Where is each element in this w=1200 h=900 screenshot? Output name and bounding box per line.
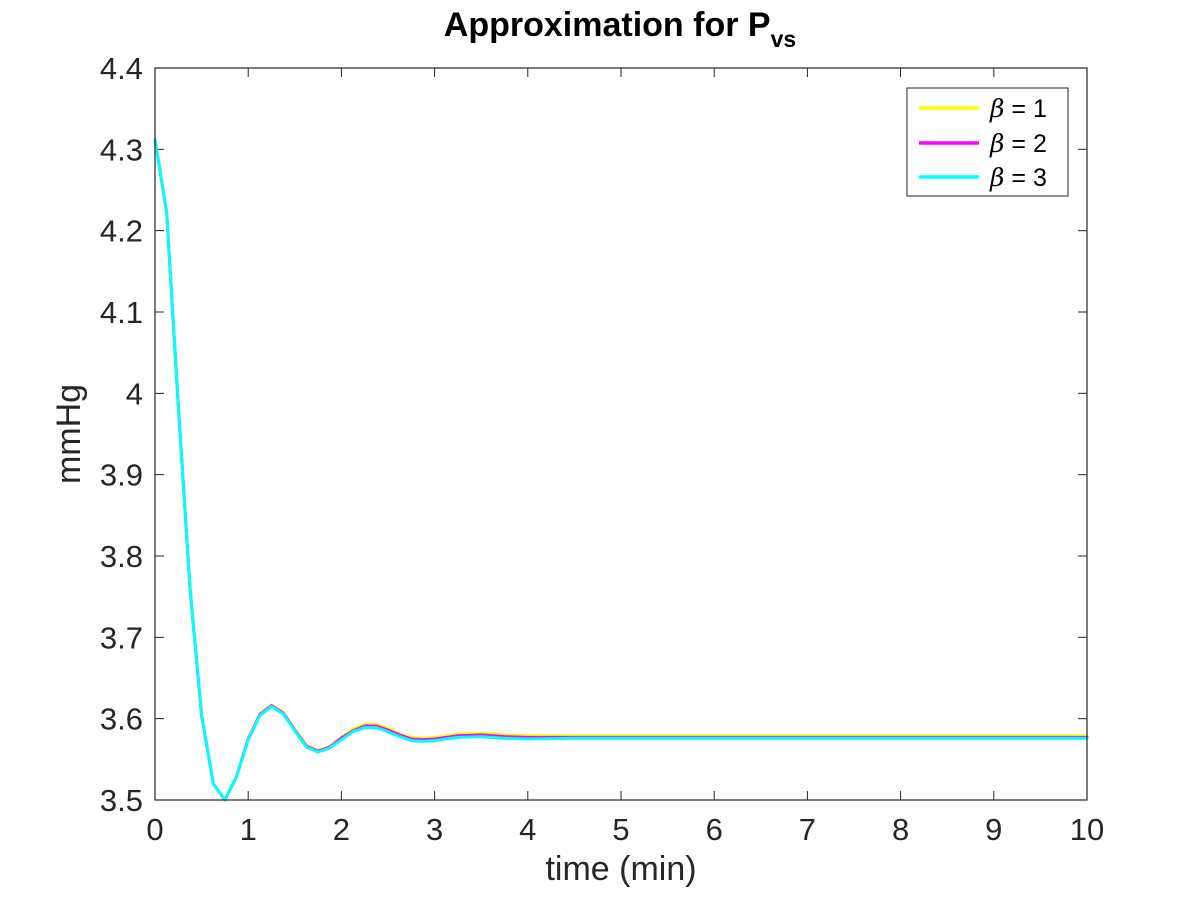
x-tick-label-0: 0: [146, 812, 163, 847]
y-tick-label-3.6: 3.6: [100, 702, 143, 737]
legend-label-beta-1: β = 1: [989, 94, 1047, 123]
legend-item-2: β = 2: [919, 129, 1047, 158]
y-tick-label-3.8: 3.8: [100, 539, 143, 574]
axis-tick-labels: 0 1 2 3 4 5 6 7 8 9 10 3.5 3.6 3.7 3.8 3.9 4 4.1 4.2 4.3 4.4: [100, 51, 1104, 847]
x-tick-label-7: 7: [799, 812, 816, 847]
x-tick-label-10: 10: [1070, 812, 1104, 847]
y-tick-label-3.7: 3.7: [100, 620, 143, 655]
y-tick-label-3.5: 3.5: [100, 783, 143, 818]
legend-item-3: β = 3: [919, 163, 1047, 192]
chart-title-subscript: vs: [771, 26, 797, 52]
chart-title-main: Approximation for P: [444, 6, 771, 44]
x-tick-label-3: 3: [426, 812, 443, 847]
y-tick-label-4.3: 4.3: [100, 132, 143, 167]
x-tick-label-6: 6: [706, 812, 723, 847]
legend-label-beta-3: β = 3: [989, 163, 1047, 192]
series-layer: [153, 138, 1089, 802]
legend-beta-symbol-1: β: [989, 94, 1004, 123]
legend: β = 1 β = 2 β = 3: [906, 87, 1069, 197]
x-tick-label-5: 5: [612, 812, 629, 847]
x-tick-label-2: 2: [333, 812, 350, 847]
plot-frame: [154, 67, 1088, 801]
y-tick-label-4.1: 4.1: [100, 295, 143, 330]
legend-beta-value-3: = 3: [1004, 164, 1046, 192]
legend-item-1: β = 1: [919, 94, 1047, 123]
legend-beta-symbol-3: β: [989, 163, 1004, 192]
y-tick-label-3.9: 3.9: [100, 458, 143, 493]
x-axis-label: time (min): [545, 850, 696, 888]
series-line-beta-3: [153, 138, 1089, 802]
y-tick-label-4.4: 4.4: [100, 51, 143, 86]
x-tick-label-9: 9: [985, 812, 1002, 847]
x-tick-label-8: 8: [892, 812, 909, 847]
legend-beta-symbol-2: β: [989, 129, 1004, 158]
y-axis-label: mmHg: [50, 384, 88, 484]
y-tick-label-4.2: 4.2: [100, 214, 143, 249]
x-tick-label-4: 4: [519, 812, 536, 847]
y-tick-label-4: 4: [126, 376, 143, 411]
chart-title: Approximation for Pvs: [444, 6, 796, 52]
legend-beta-value-2: = 2: [1004, 130, 1046, 158]
legend-beta-value-1: = 1: [1004, 95, 1046, 123]
legend-label-beta-2: β = 2: [989, 129, 1047, 158]
x-tick-label-1: 1: [240, 812, 257, 847]
